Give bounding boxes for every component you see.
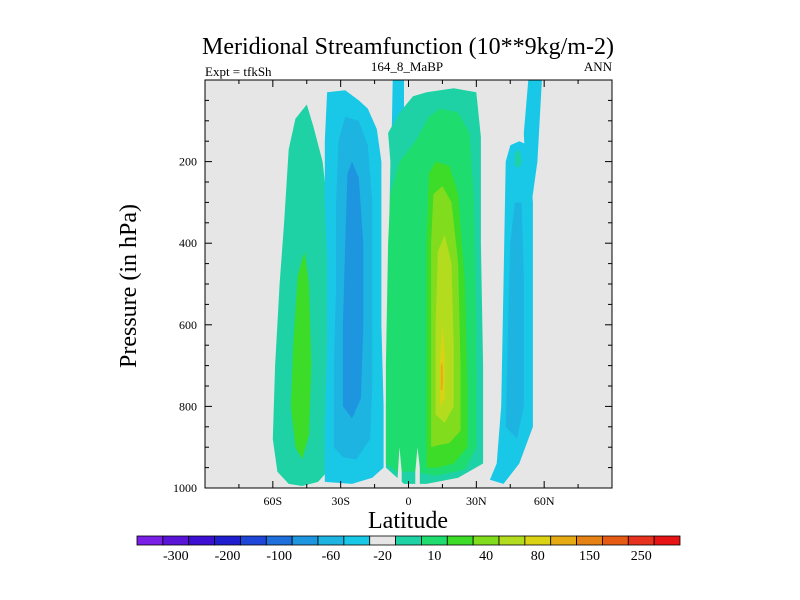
contour-south-blue-core bbox=[342, 161, 364, 419]
colorbar-label: -100 bbox=[266, 549, 292, 564]
colorbar-box bbox=[446, 535, 474, 546]
contour-layer bbox=[272, 80, 542, 488]
colorbar-box bbox=[214, 535, 241, 546]
y-tick-label: 400 bbox=[179, 236, 197, 250]
colorbar-label: 40 bbox=[479, 549, 493, 564]
x-tick-label: 60S bbox=[263, 494, 282, 508]
colorbar-box bbox=[265, 535, 293, 546]
colorbar-label: 10 bbox=[427, 549, 441, 564]
colorbar-box bbox=[653, 535, 681, 546]
colorbar-box bbox=[421, 535, 448, 546]
contour-equatorial-gap-left bbox=[397, 447, 402, 488]
y-axis-ticks: 200 400 600 800 1000 bbox=[173, 99, 612, 495]
colorbar-box bbox=[550, 535, 577, 546]
colorbar-box bbox=[240, 535, 267, 546]
x-axis-ticks: 60S 30S 0 30N 60N bbox=[238, 80, 579, 508]
colorbar-box bbox=[627, 535, 655, 546]
colorbar-label: -200 bbox=[215, 549, 241, 564]
colorbar-box bbox=[317, 535, 345, 546]
contour-north-high-teal bbox=[514, 149, 522, 168]
y-axis-label: Pressure (in hPa) bbox=[116, 204, 142, 368]
colorbar-box bbox=[472, 535, 500, 546]
colorbar-label: -20 bbox=[373, 549, 392, 564]
contour-equatorial-gap-right bbox=[415, 447, 420, 488]
colorbar-box bbox=[395, 535, 422, 546]
experiment-label: Expt = tfkSh bbox=[205, 64, 272, 79]
colorbar-label: 150 bbox=[579, 549, 600, 564]
colorbar: -300 -200 -100 -60 -20 10 40 80 150 250 bbox=[136, 535, 681, 564]
colorbar-label: 80 bbox=[531, 549, 545, 564]
colorbar-box bbox=[343, 535, 371, 546]
colorbar-box bbox=[136, 535, 164, 546]
y-tick-label: 800 bbox=[179, 399, 197, 413]
x-tick-label: 60N bbox=[534, 494, 555, 508]
x-tick-label: 30S bbox=[331, 494, 350, 508]
contour-south-outer-core bbox=[290, 251, 312, 460]
y-tick-label: 1000 bbox=[173, 481, 197, 495]
colorbar-box bbox=[369, 535, 396, 546]
colorbar-box bbox=[576, 535, 603, 546]
y-tick-label: 200 bbox=[179, 155, 197, 169]
x-axis-label: Latitude bbox=[368, 508, 448, 534]
colorbar-box bbox=[162, 535, 190, 546]
colorbar-label: -60 bbox=[322, 549, 341, 564]
colorbar-box bbox=[498, 535, 526, 546]
plot-area bbox=[204, 79, 613, 489]
colorbar-label: -300 bbox=[163, 549, 189, 564]
colorbar-label: 250 bbox=[631, 549, 652, 564]
contour-equatorial-yellow-green bbox=[435, 235, 454, 423]
colorbar-box bbox=[524, 535, 552, 546]
colorbar-box bbox=[188, 535, 215, 546]
colorbar-box bbox=[291, 535, 319, 546]
colorbar-labels: -300 -200 -100 -60 -20 10 40 80 150 250 bbox=[163, 549, 652, 564]
contour-equatorial-orange bbox=[440, 361, 443, 391]
x-tick-label: 0 bbox=[406, 494, 412, 508]
contour-north-high-cyan bbox=[523, 80, 542, 211]
season-label: ANN bbox=[584, 59, 613, 74]
chart-title: Meridional Streamfunction (10**9kg/m-2) bbox=[202, 34, 614, 60]
case-label: 164_8_MaBP bbox=[371, 59, 443, 74]
colorbar-boxes bbox=[136, 535, 681, 546]
x-tick-label: 30N bbox=[466, 494, 487, 508]
y-tick-label: 600 bbox=[179, 318, 197, 332]
colorbar-box bbox=[602, 535, 629, 546]
contour-north-blue-band bbox=[505, 202, 524, 439]
